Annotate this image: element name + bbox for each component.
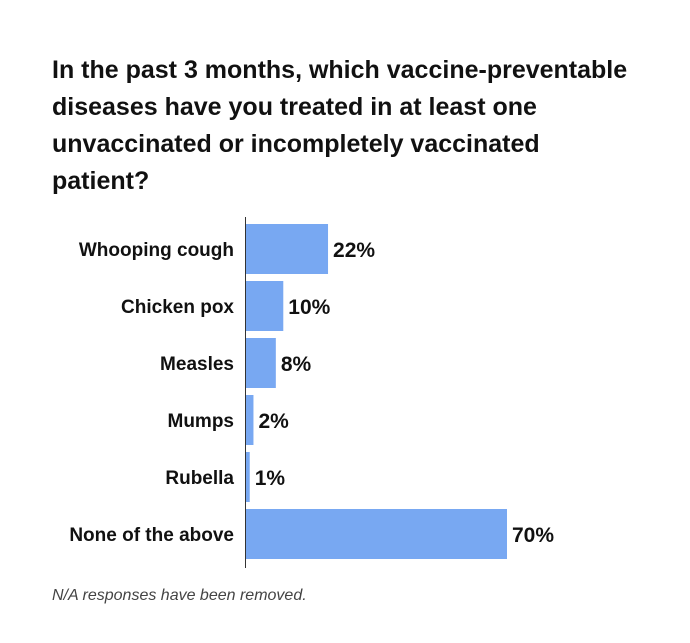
bar-measles — [246, 338, 276, 388]
category-label: Rubella — [165, 468, 234, 489]
bars-layer: Whooping cough 22% Chicken pox 10% Measles 8%… — [69, 224, 554, 559]
value-label: 70% — [512, 524, 554, 547]
value-label: 2% — [258, 410, 289, 433]
bar-none-of-the-above — [246, 509, 507, 559]
category-label: None of the above — [69, 525, 234, 546]
chart-title: In the past 3 months, which vaccine-prev… — [52, 56, 628, 195]
value-label: 10% — [288, 296, 330, 319]
value-label: 1% — [255, 467, 286, 490]
value-label: 8% — [281, 353, 312, 376]
category-label: Mumps — [168, 411, 235, 432]
category-label: Chicken pox — [121, 297, 234, 318]
category-label: Whooping cough — [79, 240, 234, 261]
category-label: Measles — [160, 354, 234, 375]
chart-footnote: N/A responses have been removed. — [52, 587, 307, 604]
bar-chicken-pox — [246, 281, 284, 331]
bar-rubella — [246, 452, 250, 502]
bar-whooping-cough — [246, 224, 329, 274]
value-label: 22% — [333, 239, 375, 262]
bar-mumps — [246, 395, 254, 445]
